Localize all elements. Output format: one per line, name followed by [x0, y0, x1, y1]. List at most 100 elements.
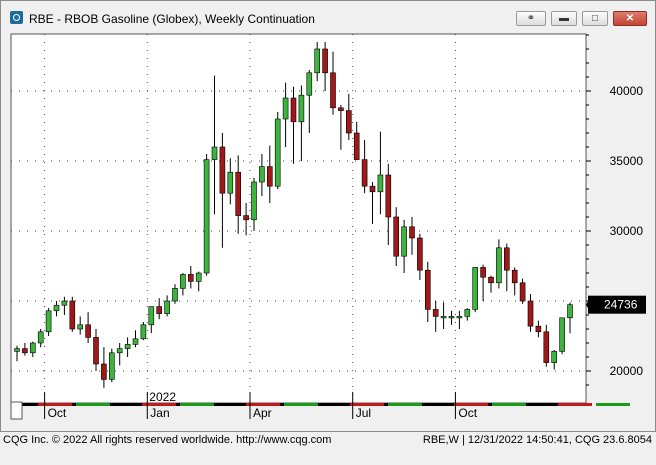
candle-body: [511, 269, 518, 284]
candle-body: [456, 316, 463, 319]
candle-body: [53, 304, 60, 312]
candle-body: [488, 276, 494, 284]
candle-body: [274, 118, 281, 187]
candle-body: [345, 110, 352, 134]
grid-lines: [11, 34, 586, 403]
candle-body: [314, 48, 321, 74]
close-icon: ✕: [625, 13, 635, 24]
candle-body: [290, 97, 297, 123]
candle-body: [496, 247, 502, 284]
candle-body: [211, 146, 218, 160]
candle-body: [172, 288, 178, 302]
candle-body: [519, 282, 526, 302]
candle-body: [385, 174, 392, 218]
candle-body: [37, 331, 44, 344]
candle-body: [227, 171, 234, 194]
candle-body: [440, 316, 447, 319]
candle-body: [266, 166, 273, 187]
candle-body: [140, 324, 147, 340]
candle-body: [22, 348, 28, 354]
candle-body: [377, 174, 384, 193]
title-bar[interactable]: RBE - RBOB Gasoline (Globex), Weekly Con…: [1, 1, 655, 31]
y-tick-label: 30000: [610, 224, 644, 238]
x-tick-label: Jan: [150, 406, 169, 420]
candle-body: [14, 348, 20, 352]
candle-body: [338, 107, 344, 111]
candle-body: [559, 317, 565, 352]
time-strip-green: [180, 403, 214, 406]
candle-body: [188, 274, 194, 282]
candle-body: [417, 237, 423, 271]
status-footer: RBE,W | 12/31/2022 14:50:41, CQG 23.6.80…: [422, 434, 652, 446]
time-strip-green: [388, 403, 422, 406]
candle-body: [282, 97, 289, 120]
candle-body: [480, 267, 486, 278]
link-button[interactable]: ⚭: [516, 11, 546, 26]
candle-body: [156, 306, 162, 314]
scroll-box[interactable]: [10, 401, 23, 420]
app-icon: [10, 11, 23, 24]
x-tick-label: Oct: [458, 406, 477, 420]
time-strip-green: [596, 403, 630, 406]
copyright-footer: CQG Inc. © 2022 All rights reserved worl…: [3, 434, 332, 446]
candle-body: [503, 247, 510, 271]
time-strip-red: [558, 403, 592, 406]
candle-body: [251, 181, 257, 221]
candle-body: [132, 338, 139, 345]
x-tick-label: Apr: [253, 406, 272, 420]
y-tick-label: 35000: [610, 154, 644, 168]
candle-body: [472, 267, 479, 310]
candle-body: [424, 269, 431, 310]
candle-body: [330, 72, 336, 109]
last-price-box: [588, 295, 646, 314]
candle-body: [101, 363, 107, 380]
candle-body: [69, 300, 76, 330]
price-chart[interactable]: 2000025000300003500040000 OctJanAprJulOc…: [0, 0, 656, 430]
candle-body: [393, 216, 400, 257]
candle-body: [464, 309, 471, 317]
candle-series: [14, 42, 573, 388]
last-price-pointer: [586, 299, 589, 310]
candle-body: [219, 146, 226, 194]
candle-body: [322, 48, 328, 74]
candle-body: [432, 309, 439, 317]
close-button[interactable]: ✕: [613, 11, 647, 26]
plot-area[interactable]: [10, 33, 587, 404]
minimize-button[interactable]: ▬: [551, 11, 577, 26]
candle-body: [353, 132, 360, 160]
candle-body: [45, 310, 52, 333]
candle-body: [116, 348, 123, 354]
time-strip-green: [76, 403, 110, 406]
candle-body: [109, 352, 115, 380]
candle-body: [306, 72, 313, 96]
maximize-button[interactable]: □: [582, 11, 608, 26]
time-strip-red: [38, 403, 72, 406]
candle-body: [298, 94, 305, 123]
link-icon: ⚭: [526, 13, 536, 24]
time-axis: Oct Jan Apr Jul Oct 2022: [22, 390, 630, 420]
year-label: 2022: [149, 390, 176, 404]
candle-body: [567, 304, 573, 319]
candle-body: [61, 300, 68, 306]
candle-body: [361, 159, 368, 187]
candle-body: [551, 351, 558, 363]
candle-body: [148, 306, 155, 326]
window-title: RBE - RBOB Gasoline (Globex), Weekly Con…: [29, 12, 315, 26]
time-strip-red: [246, 403, 280, 406]
candle-body: [124, 344, 131, 349]
candle-body: [243, 215, 249, 221]
candle-body: [448, 316, 455, 319]
candle-body: [203, 159, 210, 274]
candle-body: [93, 337, 99, 365]
candle-body: [543, 331, 550, 363]
time-strip-red: [454, 403, 488, 406]
x-tick-label: Jul: [356, 406, 371, 420]
candle-body: [535, 325, 542, 333]
y-tick-label: 20000: [610, 364, 644, 378]
candle-body: [527, 300, 534, 327]
x-tick-label: Oct: [48, 406, 67, 420]
time-strip-green: [492, 403, 526, 406]
last-price-tag: 24736: [586, 295, 646, 314]
time-strip-green: [284, 403, 318, 406]
candle-body: [195, 272, 202, 282]
